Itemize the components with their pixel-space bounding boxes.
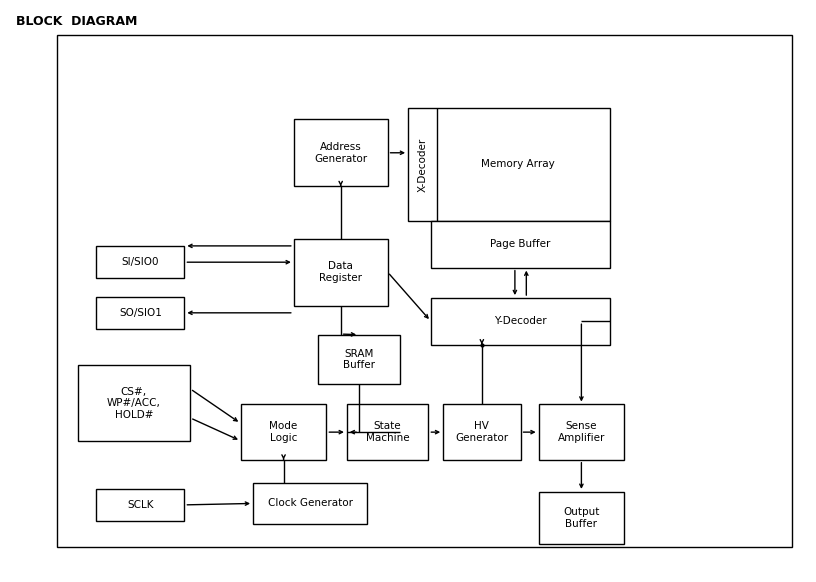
Bar xyxy=(294,239,388,306)
Text: SRAM
Buffer: SRAM Buffer xyxy=(343,349,375,370)
Bar xyxy=(443,404,521,460)
Text: CS#,
WP#/ACC,
HOLD#: CS#, WP#/ACC, HOLD# xyxy=(107,386,161,420)
Text: Clock Generator: Clock Generator xyxy=(268,498,353,509)
Bar xyxy=(347,404,428,460)
Text: Memory Array: Memory Array xyxy=(481,159,555,169)
Bar xyxy=(57,35,792,547)
Bar xyxy=(241,404,326,460)
Bar xyxy=(96,246,184,278)
Bar xyxy=(294,119,388,186)
Text: SI/SIO0: SI/SIO0 xyxy=(122,257,159,267)
Bar xyxy=(539,492,624,544)
Text: Mode
Logic: Mode Logic xyxy=(269,421,298,443)
Text: Output
Buffer: Output Buffer xyxy=(563,507,600,529)
Bar xyxy=(431,221,610,268)
Bar xyxy=(408,108,610,221)
Text: HV
Generator: HV Generator xyxy=(455,421,508,443)
Text: X-Decoder: X-Decoder xyxy=(417,137,428,191)
Bar xyxy=(96,489,184,521)
Text: Page Buffer: Page Buffer xyxy=(490,239,551,250)
Bar xyxy=(78,365,190,441)
Text: Address
Generator: Address Generator xyxy=(314,142,367,164)
Bar xyxy=(253,483,367,524)
Text: BLOCK  DIAGRAM: BLOCK DIAGRAM xyxy=(16,15,138,27)
Text: SO/SIO1: SO/SIO1 xyxy=(119,308,162,318)
Bar xyxy=(431,298,610,345)
Bar xyxy=(318,335,400,384)
Text: Y-Decoder: Y-Decoder xyxy=(494,316,547,327)
Bar xyxy=(539,404,624,460)
Text: Sense
Amplifier: Sense Amplifier xyxy=(557,421,605,443)
Bar xyxy=(96,297,184,329)
Text: State
Machine: State Machine xyxy=(366,421,410,443)
Text: Data
Register: Data Register xyxy=(319,261,362,283)
Text: SCLK: SCLK xyxy=(127,500,153,510)
